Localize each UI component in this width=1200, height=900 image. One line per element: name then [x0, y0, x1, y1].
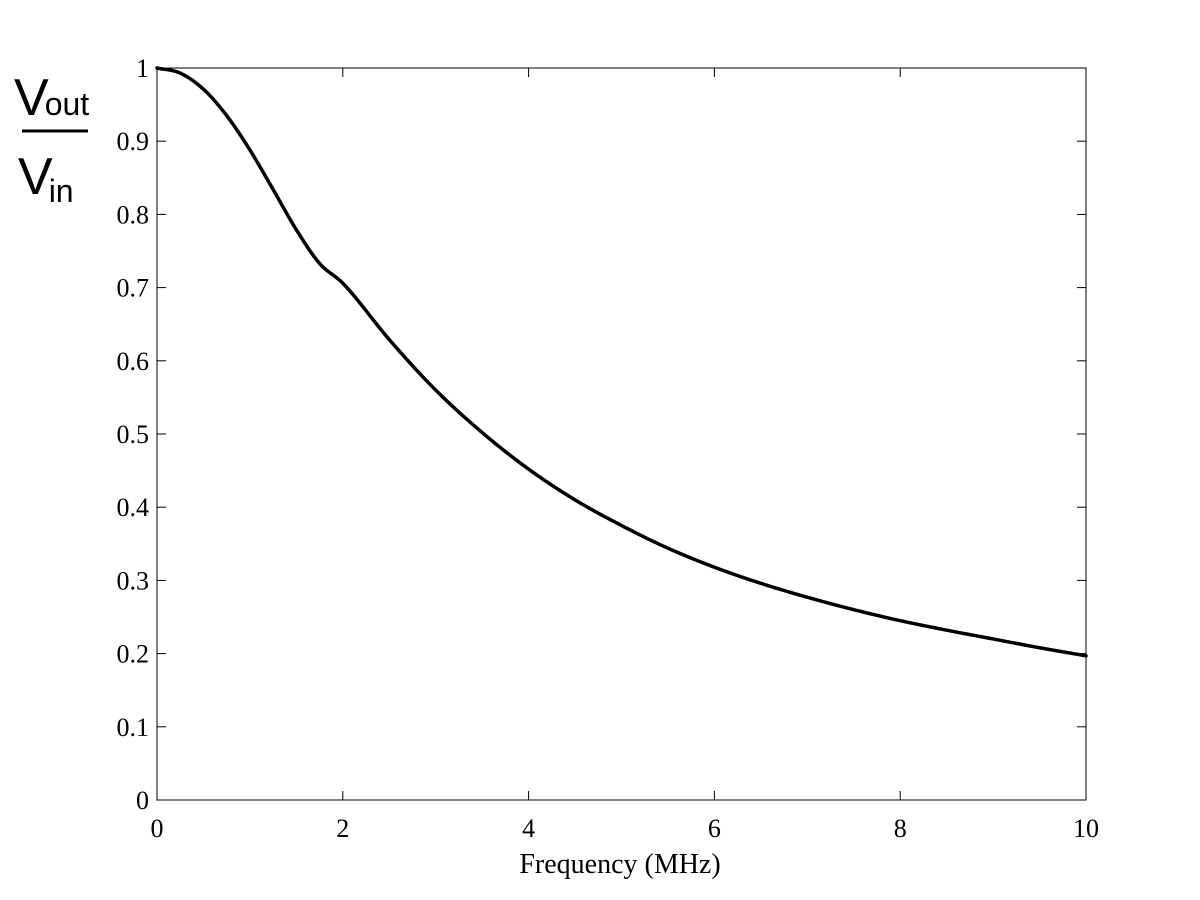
plot-area: 0 2 4 6 8 10 0 0.1 0.2 0.3 0.4 0.5 0.6 0.7 0.8 0.9 1 — [117, 54, 1100, 843]
x-tick-label: 10 — [1073, 814, 1099, 843]
x-tick-label: 6 — [708, 814, 721, 843]
x-tick-label: 0 — [151, 814, 164, 843]
y-tick-label: 0.1 — [117, 713, 150, 742]
x-tick-label: 8 — [894, 814, 907, 843]
y-tick-label: 0.6 — [117, 347, 150, 376]
y-tick-label: 0.7 — [117, 274, 150, 303]
y-label-den-sub: in — [49, 173, 74, 209]
y-tick-label: 0 — [136, 786, 149, 815]
y-tick-label: 0.8 — [117, 200, 150, 229]
y-label-num-sub: out — [45, 86, 90, 122]
plot-frame — [156, 67, 1087, 801]
series-line — [155, 66, 1088, 658]
ticks — [156, 67, 1087, 801]
x-tick-label: 2 — [336, 814, 349, 843]
y-tick-label: 0.5 — [117, 420, 150, 449]
tick-labels: 0 2 4 6 8 10 0 0.1 0.2 0.3 0.4 0.5 0.6 0.7 0.8 0.9 1 — [117, 54, 1100, 843]
y-tick-label: 0.3 — [117, 566, 150, 595]
y-label-num-main: V — [14, 69, 49, 127]
y-label-denominator: Vin — [18, 148, 74, 209]
y-tick-label: 0.4 — [117, 493, 150, 522]
y-tick-label: 0.9 — [117, 127, 150, 156]
y-label-den-main: V — [18, 148, 53, 206]
y-tick-label: 1 — [136, 54, 149, 83]
x-tick-label: 4 — [522, 814, 535, 843]
y-tick-label: 0.2 — [117, 640, 150, 669]
x-axis-label: Frequency (MHz) — [519, 849, 720, 880]
y-axis-label: Vout Vin — [14, 69, 89, 209]
y-label-numerator: Vout — [14, 69, 89, 127]
